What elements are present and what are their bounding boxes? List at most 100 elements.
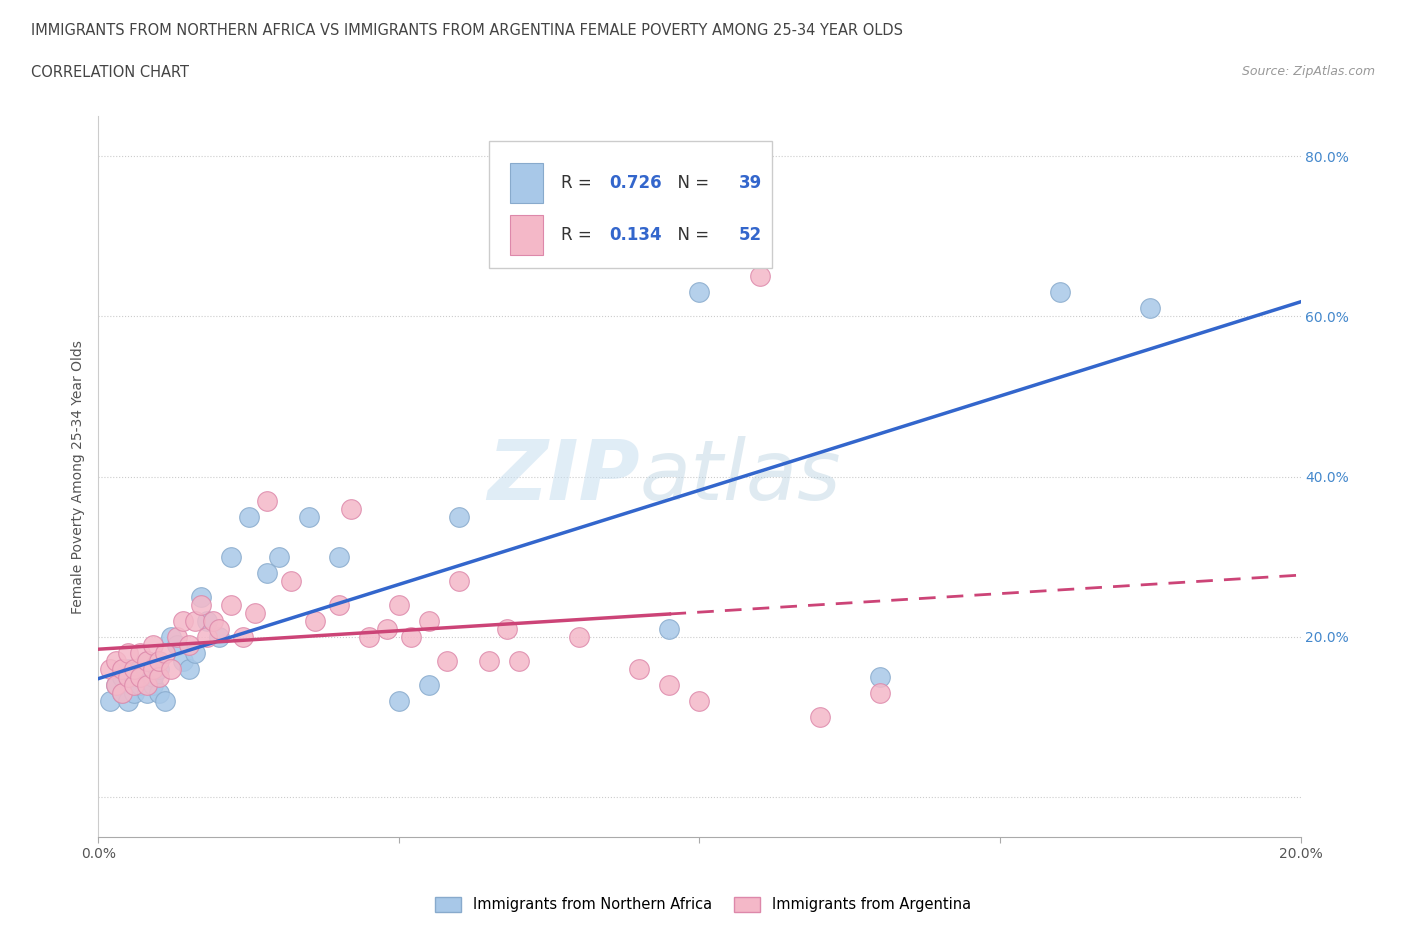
Point <box>399 630 422 644</box>
Point <box>141 661 163 676</box>
Point <box>195 630 218 644</box>
Point <box>869 670 891 684</box>
Text: ZIP: ZIP <box>486 436 640 517</box>
Point <box>568 630 591 644</box>
Point <box>869 685 891 700</box>
Point <box>153 694 176 709</box>
Text: 52: 52 <box>740 226 762 244</box>
Point <box>628 661 651 676</box>
FancyBboxPatch shape <box>509 163 543 203</box>
Point <box>124 685 146 700</box>
Point <box>129 645 152 660</box>
Point <box>748 269 770 284</box>
Point <box>219 597 242 612</box>
Point <box>148 654 170 669</box>
Point <box>135 654 157 669</box>
Point <box>201 614 224 629</box>
Point <box>195 614 218 629</box>
Point <box>177 637 200 652</box>
Point <box>105 677 128 692</box>
Point <box>135 685 157 700</box>
Text: CORRELATION CHART: CORRELATION CHART <box>31 65 188 80</box>
Text: 39: 39 <box>740 174 762 192</box>
Point <box>111 685 134 700</box>
Point <box>166 630 188 644</box>
Point <box>808 710 831 724</box>
Point <box>328 597 350 612</box>
Text: 0.134: 0.134 <box>609 226 662 244</box>
Point <box>267 550 290 565</box>
Point <box>159 661 181 676</box>
Point <box>280 573 302 588</box>
Point <box>328 550 350 565</box>
Point <box>141 670 163 684</box>
Point <box>496 621 519 636</box>
Text: atlas: atlas <box>640 436 841 517</box>
Point <box>117 670 139 684</box>
Point <box>148 670 170 684</box>
Point <box>141 677 163 692</box>
Point <box>388 694 411 709</box>
Point <box>208 630 231 644</box>
Point <box>148 661 170 676</box>
Text: N =: N = <box>666 226 714 244</box>
Text: Source: ZipAtlas.com: Source: ZipAtlas.com <box>1241 65 1375 78</box>
Point <box>172 654 194 669</box>
Point <box>1139 301 1161 316</box>
Point <box>135 654 157 669</box>
Point <box>111 670 134 684</box>
Point <box>111 685 134 700</box>
Point <box>129 677 152 692</box>
Point <box>117 661 139 676</box>
Point <box>190 590 212 604</box>
Point <box>129 661 152 676</box>
Point <box>111 661 134 676</box>
Point <box>124 670 146 684</box>
Point <box>208 621 231 636</box>
Point <box>172 614 194 629</box>
Text: R =: R = <box>561 174 598 192</box>
Point <box>478 654 501 669</box>
Point <box>256 493 278 508</box>
Text: IMMIGRANTS FROM NORTHERN AFRICA VS IMMIGRANTS FROM ARGENTINA FEMALE POVERTY AMON: IMMIGRANTS FROM NORTHERN AFRICA VS IMMIG… <box>31 23 903 38</box>
Point <box>129 670 152 684</box>
Point <box>166 637 188 652</box>
Point <box>298 510 321 525</box>
Point <box>689 285 711 299</box>
Point <box>658 677 681 692</box>
Point <box>232 630 254 644</box>
Point <box>219 550 242 565</box>
FancyBboxPatch shape <box>509 215 543 255</box>
Point <box>238 510 260 525</box>
Point <box>256 565 278 580</box>
Point <box>304 614 326 629</box>
Point <box>418 677 440 692</box>
Point <box>689 694 711 709</box>
Point <box>508 654 530 669</box>
Point <box>183 614 205 629</box>
Point <box>100 694 122 709</box>
Point <box>436 654 458 669</box>
Point <box>124 677 146 692</box>
Point <box>447 510 470 525</box>
Point <box>340 501 363 516</box>
Text: N =: N = <box>666 174 714 192</box>
FancyBboxPatch shape <box>489 141 772 268</box>
Text: R =: R = <box>561 226 598 244</box>
Point <box>190 597 212 612</box>
Point <box>388 597 411 612</box>
Legend: Immigrants from Northern Africa, Immigrants from Argentina: Immigrants from Northern Africa, Immigra… <box>429 891 977 918</box>
Point <box>183 645 205 660</box>
Point <box>105 677 128 692</box>
Point <box>105 654 128 669</box>
Point <box>1049 285 1071 299</box>
Point <box>117 645 139 660</box>
Point <box>418 614 440 629</box>
Point <box>124 661 146 676</box>
Point <box>135 677 157 692</box>
Point <box>159 630 181 644</box>
Point <box>148 685 170 700</box>
Text: 0.726: 0.726 <box>609 174 662 192</box>
Point <box>658 621 681 636</box>
Point <box>375 621 398 636</box>
